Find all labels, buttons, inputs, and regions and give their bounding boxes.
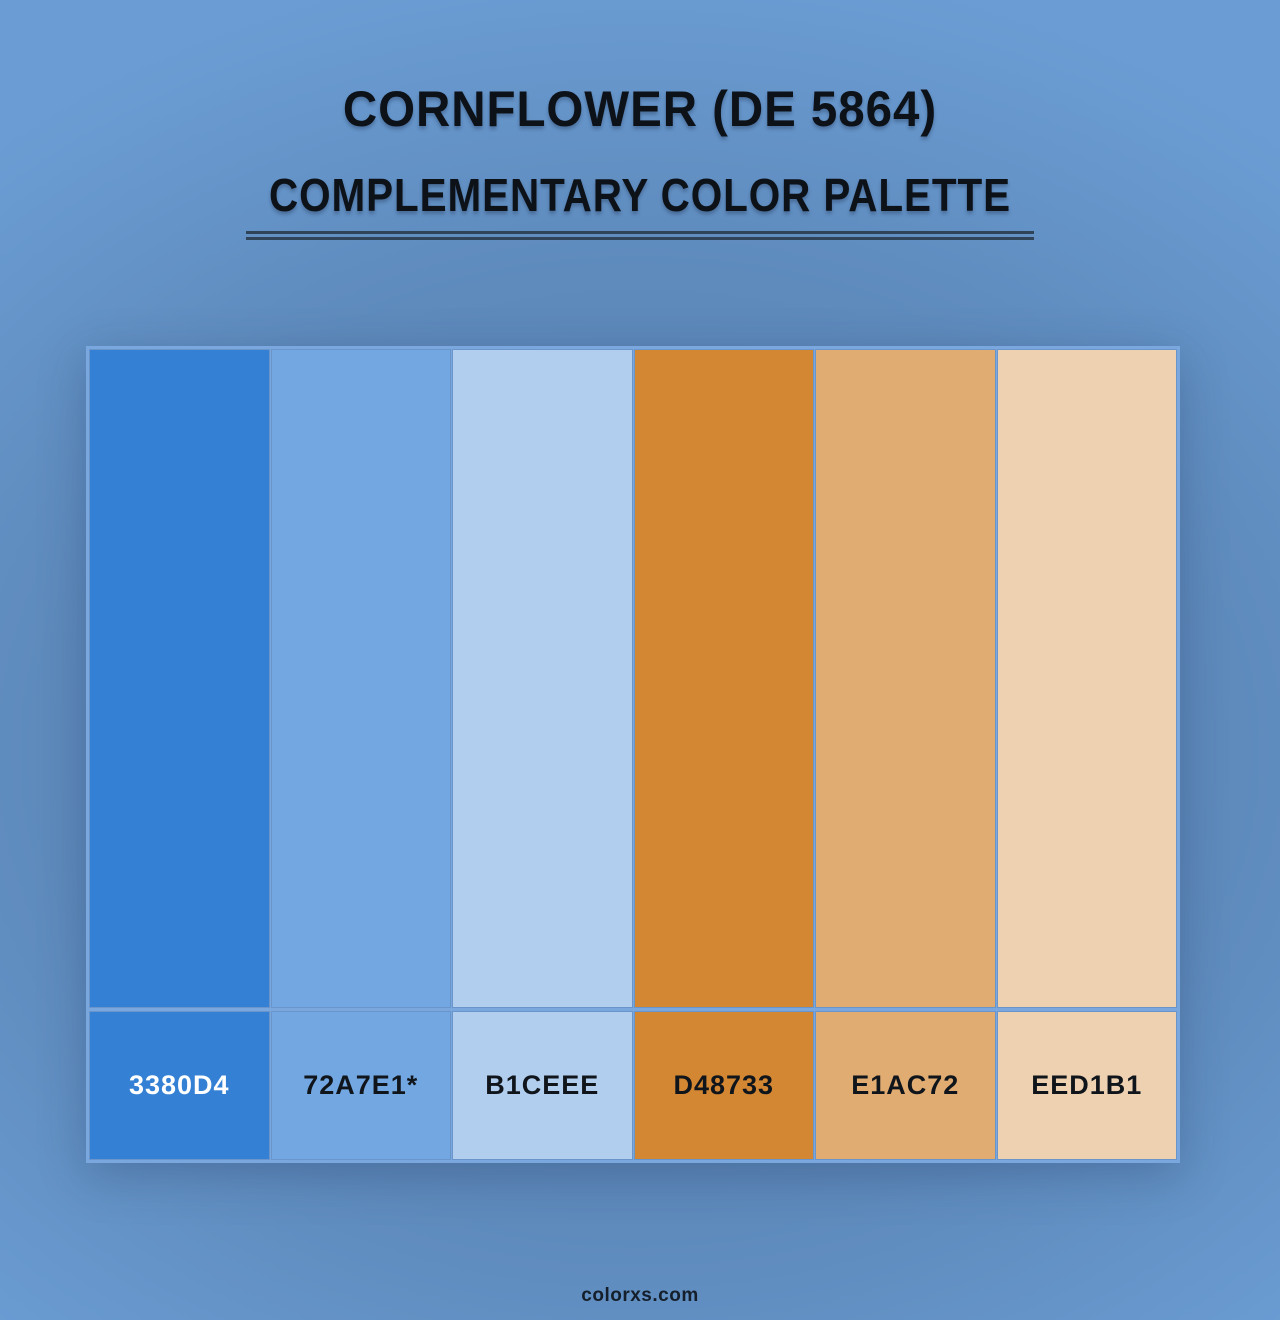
swatch-color [996, 349, 1177, 1008]
swatch-hex-label: 72A7E1* [303, 1070, 419, 1100]
swatch-color [633, 349, 814, 1008]
swatch-color [815, 349, 996, 1008]
swatch-hex-chip: EED1B1 [996, 1011, 1177, 1160]
swatch-color [452, 349, 633, 1008]
swatch-column: B1CEEE [452, 349, 633, 1160]
swatch-color [270, 349, 451, 1008]
header-divider [246, 231, 1034, 240]
swatch-hex-chip: D48733 [633, 1011, 814, 1160]
swatch-hex-chip: B1CEEE [452, 1011, 633, 1160]
swatch-column: 3380D4 [89, 349, 270, 1160]
swatch-hex-label: EED1B1 [1031, 1070, 1143, 1100]
page-subtitle: COMPLEMENTARY COLOR PALETTE [269, 169, 1011, 221]
swatch-column: 72A7E1* [270, 349, 451, 1160]
swatch-hex-chip: 3380D4 [89, 1011, 270, 1160]
swatch-hex-label: B1CEEE [485, 1070, 600, 1100]
swatch-color [89, 349, 270, 1008]
swatch-hex-label: E1AC72 [851, 1070, 960, 1100]
swatch-column: D48733 [633, 349, 814, 1160]
page-title: CORNFLOWER (DE 5864) [342, 81, 938, 137]
palette-grid: 3380D4 72A7E1* B1CEEE D48733 E1AC72 [86, 346, 1180, 1163]
swatch-column: EED1B1 [996, 349, 1177, 1160]
watermark: colorxs.com [581, 1285, 699, 1306]
swatch-hex-label: 3380D4 [128, 1070, 230, 1100]
swatch-hex-label: D48733 [673, 1070, 775, 1100]
swatch-hex-chip: E1AC72 [815, 1011, 996, 1160]
swatch-column: E1AC72 [815, 349, 996, 1160]
swatch-hex-chip: 72A7E1* [270, 1011, 451, 1160]
